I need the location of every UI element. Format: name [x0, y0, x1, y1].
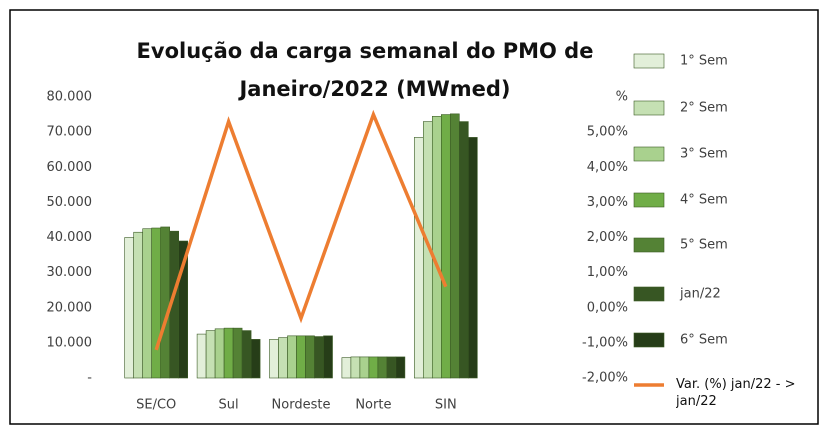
y-tick-label: 30.000 [47, 265, 93, 280]
bar [214, 328, 225, 379]
bar [287, 335, 297, 379]
y-tick-label: 70.000 [47, 125, 93, 140]
y-tick-label: 80.000 [47, 90, 93, 105]
legend-label: 2° Sem [680, 101, 728, 116]
legend-label: 5° Sem [680, 238, 728, 253]
y-tick-label: 50.000 [47, 195, 93, 210]
legend-label: Var. (%) jan/22 - > jan/22 [676, 377, 796, 409]
y2-tick-label: 3,00% [587, 195, 628, 210]
y2-tick-label: 1,00% [587, 265, 628, 280]
bar [232, 327, 243, 379]
bar [413, 137, 424, 379]
bar [142, 228, 152, 379]
bar [205, 330, 216, 379]
bar [296, 335, 306, 379]
legend-label: 4° Sem [680, 193, 728, 208]
x-tick-label: Sul [219, 398, 239, 413]
x-tick-label: Nordeste [272, 398, 331, 413]
bar [223, 327, 234, 379]
bar [305, 335, 315, 379]
y-tick-label: 40.000 [47, 230, 93, 245]
y2-tick-label: 0,00% [587, 300, 628, 315]
bar [368, 356, 379, 379]
bar [458, 121, 469, 379]
legend-label: 3° Sem [680, 147, 728, 162]
y2-tick-label: 4,00% [587, 160, 628, 175]
bar [160, 226, 170, 379]
chart-title: Evolução da carga semanal do PMO de [137, 39, 594, 63]
bar [440, 114, 451, 379]
bar [196, 333, 207, 379]
legend-swatch [633, 53, 665, 69]
y-tick-label: 10.000 [47, 335, 93, 350]
legend-label: 1° Sem [680, 54, 728, 69]
bar [341, 357, 352, 379]
bar [386, 356, 397, 379]
bar [133, 231, 143, 379]
legend-swatch [633, 192, 665, 208]
y2-tick-label: -1,00% [582, 335, 628, 350]
x-tick-label: SE/CO [136, 398, 176, 413]
bar [250, 339, 261, 379]
y-tick-label: 20.000 [47, 300, 93, 315]
bar [395, 356, 406, 379]
y2-tick-label: % [616, 90, 628, 105]
bar [449, 113, 460, 379]
legend-label: 6° Sem [680, 333, 728, 348]
y2-tick-label: 2,00% [587, 230, 628, 245]
bar [269, 339, 279, 379]
bar [178, 240, 188, 379]
legend-swatch [633, 332, 665, 348]
chart-title: Janeiro/2022 (MWmed) [237, 77, 510, 101]
y-tick-label: 60.000 [47, 160, 93, 175]
legend-swatch [633, 286, 665, 302]
legend-label: jan/22 [679, 287, 721, 302]
bar [350, 356, 361, 379]
bar [151, 227, 161, 379]
bar [314, 336, 324, 379]
legend-swatch [633, 237, 665, 253]
bar [278, 337, 288, 379]
bar [323, 335, 333, 379]
bar [467, 137, 478, 379]
bar [377, 356, 388, 379]
line [154, 109, 448, 351]
bar [431, 116, 442, 379]
legend-swatch [633, 100, 665, 116]
x-tick-label: Norte [355, 398, 391, 413]
bar [124, 237, 134, 379]
y-tick-label: - [87, 371, 92, 386]
x-tick-label: SIN [435, 398, 457, 413]
bar [241, 330, 252, 379]
y2-tick-label: -2,00% [582, 371, 628, 386]
legend-swatch [633, 146, 665, 162]
bar [359, 356, 370, 379]
y2-tick-label: 5,00% [587, 125, 628, 140]
legend-label-box: Var. (%) jan/22 - > jan/22 [676, 377, 796, 409]
